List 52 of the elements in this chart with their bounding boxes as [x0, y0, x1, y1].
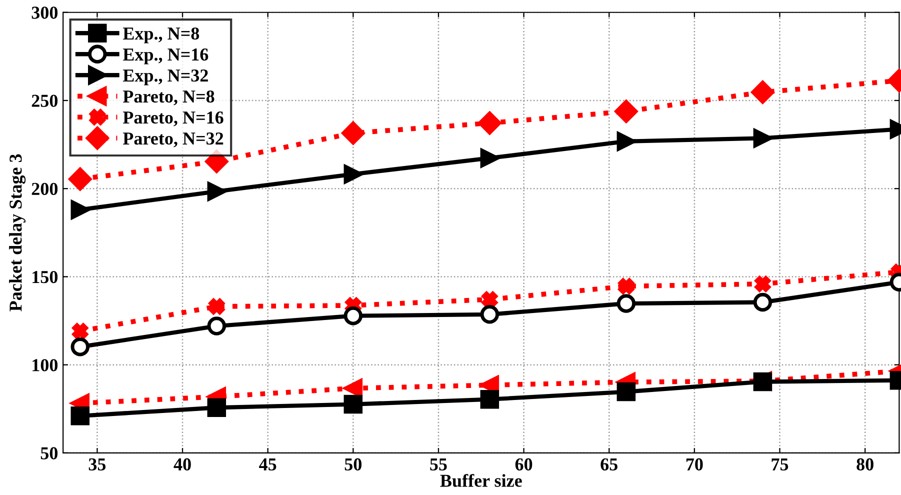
point: [753, 292, 772, 312]
point: [70, 406, 90, 426]
x-tick-label: 60: [515, 458, 532, 470]
legend-label: Exp., N=32: [122, 70, 208, 86]
point: [207, 316, 226, 336]
x-tick-label: 40: [174, 458, 191, 470]
point: [70, 200, 90, 220]
legend-label: Pareto, N=32: [122, 132, 224, 148]
x-tick-label: 50: [344, 458, 362, 470]
point: [482, 291, 498, 308]
point: [480, 148, 500, 168]
point: [616, 382, 636, 402]
y-tick-label: 250: [32, 94, 58, 107]
point: [72, 323, 88, 340]
point: [480, 390, 500, 409]
point: [344, 394, 363, 414]
point: [68, 168, 92, 191]
legend-label: Exp., N=16: [122, 48, 208, 64]
point: [618, 278, 634, 294]
y-axis-title: Packet delay Stage 3: [9, 154, 26, 312]
x-tick-label: 55: [430, 458, 447, 470]
x-tick-label: 75: [772, 458, 788, 470]
point: [342, 122, 365, 145]
point: [207, 182, 226, 201]
point: [344, 378, 363, 398]
x-tick-label: 45: [259, 458, 276, 470]
point: [751, 80, 774, 104]
legend-label: Pareto, N=8: [122, 90, 214, 106]
point: [344, 164, 363, 184]
point: [753, 128, 772, 148]
point: [616, 132, 636, 151]
y-tick-label: 150: [32, 270, 58, 284]
point: [754, 276, 771, 292]
y-tick-label: 100: [32, 359, 58, 372]
legend-label: Pareto, N=16: [122, 111, 224, 126]
point: [614, 100, 638, 123]
x-tick-label: 80: [856, 458, 874, 470]
point: [344, 306, 363, 326]
y-tick-label: 50: [40, 447, 58, 460]
legend-label: Exp., N=8: [122, 27, 200, 44]
x-axis-title: Buffer size: [440, 474, 522, 487]
point: [480, 305, 500, 324]
x-tick-label: 35: [88, 458, 106, 470]
point: [208, 298, 225, 314]
x-tick-label: 70: [686, 458, 703, 470]
y-tick-label: 200: [32, 182, 58, 196]
point: [207, 398, 226, 418]
y-tick-label: 300: [32, 6, 58, 19]
x-tick-label: 65: [600, 458, 618, 470]
point: [616, 294, 636, 313]
point: [70, 337, 90, 356]
point: [478, 111, 502, 135]
